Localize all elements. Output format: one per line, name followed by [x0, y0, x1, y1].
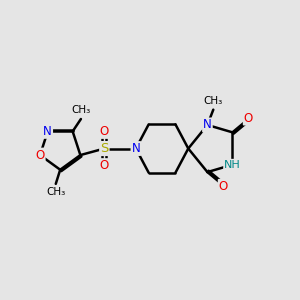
Text: O: O: [100, 125, 109, 138]
Text: N: N: [203, 118, 212, 131]
Text: CH₃: CH₃: [71, 106, 91, 116]
Text: O: O: [219, 180, 228, 193]
Text: S: S: [100, 142, 109, 155]
Text: N: N: [44, 125, 52, 138]
Text: O: O: [100, 159, 109, 172]
Text: CH₃: CH₃: [204, 96, 223, 106]
Text: O: O: [244, 112, 253, 124]
Text: NH: NH: [224, 160, 241, 170]
Text: O: O: [35, 148, 45, 162]
Text: N: N: [131, 142, 140, 155]
Text: CH₃: CH₃: [46, 188, 65, 197]
